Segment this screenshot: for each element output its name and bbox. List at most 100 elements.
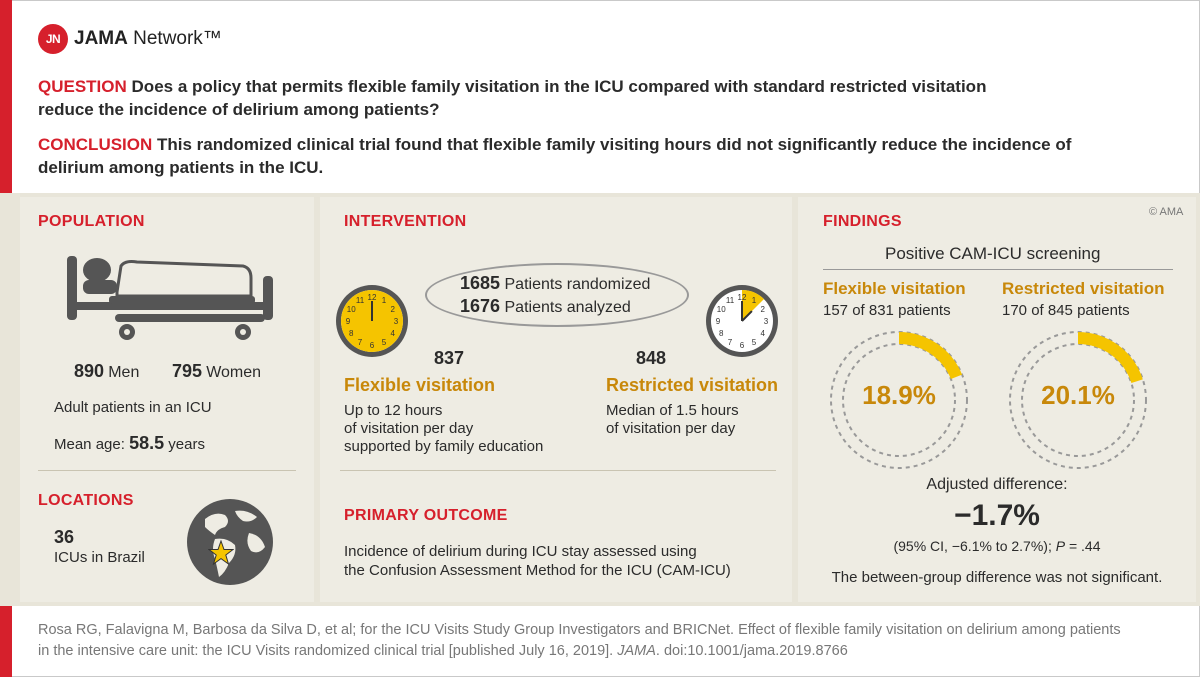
conclusion-label: CONCLUSION bbox=[38, 135, 153, 154]
flexible-percent: 18.9% bbox=[862, 380, 936, 410]
findings-note: The between-group difference was not sig… bbox=[831, 569, 1163, 586]
citation-journal: JAMA bbox=[617, 643, 656, 659]
restricted-clock-number: 2 bbox=[761, 305, 766, 314]
flexible-line-3: supported by family education bbox=[344, 438, 544, 455]
restricted-clock-number: 12 bbox=[738, 293, 747, 302]
analyzed-count: 1676 bbox=[460, 296, 501, 316]
restricted-clock-fill bbox=[742, 290, 764, 321]
restricted-donut-chart bbox=[1003, 325, 1153, 475]
confidence-interval: (95% CI, −6.1% to 2.7%); P = .44 bbox=[798, 537, 1196, 556]
intervention-title: INTERVENTION bbox=[344, 213, 467, 230]
restricted-line-2: of visitation per day bbox=[606, 420, 736, 437]
citation-line-2-post: . doi:10.1001/jama.2019.8766 bbox=[655, 643, 848, 659]
findings-subtitle: Positive CAM-ICU screening bbox=[885, 244, 1101, 263]
flexible-clock-number: 5 bbox=[382, 338, 387, 347]
conclusion-text: This randomized clinical trial found tha… bbox=[38, 135, 1072, 177]
flexible-donut-inner-ring bbox=[842, 343, 956, 457]
flexible-clock-number: 9 bbox=[346, 317, 351, 326]
flexible-visitation-title: Flexible visitation bbox=[344, 375, 496, 395]
restricted-clock-number: 3 bbox=[764, 317, 769, 326]
flexible-clock-number: 4 bbox=[391, 329, 396, 338]
brand-name: JAMA Network™ bbox=[74, 28, 222, 50]
restricted-clock-icon: 12 1 2 3 4 5 6 7 8 9 10 11 bbox=[704, 283, 780, 359]
flexible-clock-number: 1 bbox=[382, 296, 387, 305]
restricted-percent: 20.1% bbox=[1041, 380, 1115, 410]
citation-line-1: Rosa RG, Falavigna M, Barbosa da Silva D… bbox=[38, 622, 1121, 638]
restricted-clock-number: 4 bbox=[761, 329, 766, 338]
brand-name-bold: JAMA bbox=[74, 28, 128, 49]
flexible-donut-chart bbox=[824, 325, 974, 475]
star-icon bbox=[208, 540, 234, 566]
p-label: P bbox=[1055, 538, 1066, 554]
restricted-donut-segment bbox=[1078, 332, 1143, 384]
jama-network-logo[interactable]: JN JAMA Network™ bbox=[38, 24, 222, 54]
flexible-count: 837 bbox=[434, 348, 465, 368]
randomized-label: Patients randomized bbox=[504, 276, 651, 293]
flexible-clock-number: 2 bbox=[391, 305, 396, 314]
primary-outcome-line-2: the Confusion Assessment Method for the … bbox=[344, 562, 731, 579]
restricted-clock-number: 6 bbox=[740, 341, 745, 350]
flexible-donut-outer-ring bbox=[830, 331, 968, 469]
accent-bar-bottom bbox=[0, 606, 12, 677]
restricted-clock-number: 5 bbox=[752, 338, 757, 347]
primary-outcome-line-1: Incidence of delirium during ICU stay as… bbox=[344, 543, 697, 560]
adjusted-difference-value: −1.7% bbox=[954, 499, 1040, 532]
population-title: POPULATION bbox=[38, 213, 145, 230]
restricted-visitation-title: Restricted visitation bbox=[606, 375, 779, 395]
locations-title: LOCATIONS bbox=[38, 492, 134, 509]
question-text: Does a policy that permits flexible fami… bbox=[38, 77, 987, 119]
findings-flexible-counts: 157 of 831 patients bbox=[823, 302, 951, 319]
ci-text: (95% CI, −6.1% to 2.7%); bbox=[893, 538, 1056, 554]
men-label: Men bbox=[108, 364, 140, 381]
flexible-clock-number: 11 bbox=[356, 296, 365, 305]
randomization-ellipse bbox=[425, 263, 689, 327]
findings-panel bbox=[798, 197, 1196, 602]
analyzed-label: Patients analyzed bbox=[504, 299, 631, 316]
findings-restricted-counts: 170 of 845 patients bbox=[1002, 302, 1130, 319]
population-description: Adult patients in an ICU bbox=[54, 399, 212, 416]
flexible-donut-segment bbox=[899, 332, 963, 380]
citation-line-2: in the intensive care unit: the ICU Visi… bbox=[38, 641, 1178, 662]
restricted-clock-hand bbox=[741, 310, 753, 322]
adjusted-difference-label: Adjusted difference: bbox=[926, 476, 1068, 493]
accent-bar-top bbox=[0, 0, 12, 193]
restricted-clock-number: 1 bbox=[752, 296, 757, 305]
findings-title: FINDINGS bbox=[823, 213, 902, 230]
citation: Rosa RG, Falavigna M, Barbosa da Silva D… bbox=[38, 620, 1178, 662]
question-block: QUESTION Does a policy that permits flex… bbox=[38, 75, 1038, 121]
women-label: Women bbox=[206, 364, 262, 381]
locations-count: 36 bbox=[54, 527, 75, 547]
flexible-clock-number: 8 bbox=[349, 329, 354, 338]
women-count: 795 bbox=[172, 361, 203, 381]
findings-subtitle-rule bbox=[823, 269, 1173, 270]
flexible-line-1: Up to 12 hours bbox=[344, 402, 443, 419]
randomized-line: 1685 Patients randomized bbox=[460, 274, 650, 294]
p-value: = .44 bbox=[1065, 538, 1101, 554]
randomized-count: 1685 bbox=[460, 273, 501, 293]
intervention-divider bbox=[340, 470, 776, 471]
conclusion-block: CONCLUSION This randomized clinical tria… bbox=[38, 133, 1088, 179]
findings-restricted-title: Restricted visitation bbox=[1002, 279, 1165, 298]
restricted-line-1: Median of 1.5 hours bbox=[606, 402, 739, 419]
brand-name-rest: Network™ bbox=[127, 28, 222, 49]
jn-logo-icon: JN bbox=[38, 24, 68, 54]
copyright: © AMA bbox=[1149, 206, 1184, 218]
locations-label: ICUs in Brazil bbox=[54, 549, 145, 566]
hospital-bed-icon bbox=[65, 252, 275, 342]
restricted-clock-number: 9 bbox=[716, 317, 721, 326]
mean-age-value: 58.5 bbox=[129, 433, 165, 453]
flexible-clock-number: 10 bbox=[347, 305, 356, 314]
findings-flexible-title: Flexible visitation bbox=[823, 279, 966, 298]
primary-outcome-title: PRIMARY OUTCOME bbox=[344, 507, 508, 524]
restricted-donut-inner-ring bbox=[1021, 343, 1135, 457]
population-divider bbox=[38, 470, 296, 471]
flexible-clock-icon: 12 1 2 3 4 5 6 7 8 9 10 11 bbox=[334, 283, 410, 359]
citation-line-2-pre: in the intensive care unit: the ICU Visi… bbox=[38, 643, 618, 659]
women-stat: 795 Women bbox=[172, 362, 261, 382]
flexible-clock-number: 12 bbox=[368, 293, 377, 302]
flexible-clock-number: 7 bbox=[358, 338, 363, 347]
men-count: 890 bbox=[74, 361, 105, 381]
flexible-line-2: of visitation per day bbox=[344, 420, 474, 437]
restricted-clock-number: 7 bbox=[728, 338, 733, 347]
analyzed-line: 1676 Patients analyzed bbox=[460, 297, 631, 317]
